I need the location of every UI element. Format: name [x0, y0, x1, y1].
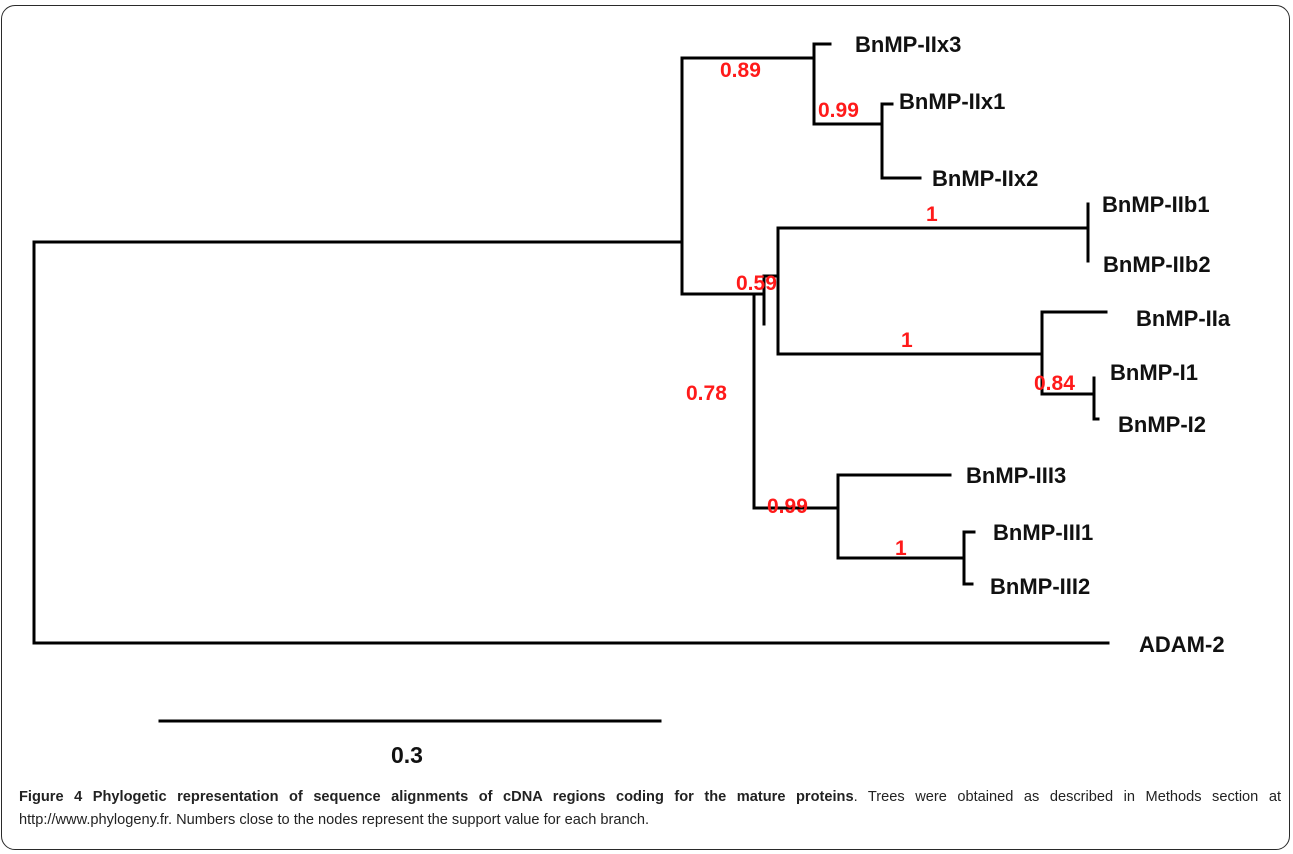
leaf-label-bnmp-i2: BnMP-I2: [1118, 412, 1206, 437]
leaf-label-bnmp-iii3: BnMP-III3: [966, 463, 1066, 488]
leaf-label-bnmp-iib2: BnMP-IIb2: [1103, 252, 1211, 277]
branch-root: [32, 240, 1110, 645]
support-value: 1: [901, 329, 913, 352]
leaf-label-bnmp-iii1: BnMP-III1: [993, 520, 1093, 545]
caption-title: Figure 4 Phylogetic representation of se…: [19, 789, 854, 805]
leaf-label-bnmp-iia: BnMP-IIa: [1136, 306, 1231, 331]
phylogenetic-tree: BnMP-IIx3 BnMP-IIx1 BnMP-IIx2 BnMP-IIb1 …: [32, 32, 1231, 768]
leaf-label-bnmp-iib1: BnMP-IIb1: [1102, 192, 1210, 217]
leaf-label-bnmp-iix3: BnMP-IIx3: [855, 32, 961, 57]
support-value: 0.99: [818, 99, 859, 122]
support-value: 0.99: [767, 495, 808, 518]
caption-body: . Trees were obtained as described in Me…: [19, 789, 1281, 828]
leaf-label-bnmp-iix2: BnMP-IIx2: [932, 166, 1038, 191]
figure-caption: Figure 4 Phylogetic representation of se…: [19, 786, 1281, 832]
tree-branches: [32, 42, 1110, 723]
support-value: 1: [895, 537, 907, 560]
support-value: 1: [926, 203, 938, 226]
support-value: 0.89: [720, 59, 761, 82]
leaf-label-bnmp-iix1: BnMP-IIx1: [899, 89, 1005, 114]
leaf-label-bnmp-i1: BnMP-I1: [1110, 360, 1198, 385]
support-values: 0.89 0.99 1 0.59 1 0.84 0.78 0.99 1: [686, 59, 1075, 560]
leaf-labels: BnMP-IIx3 BnMP-IIx1 BnMP-IIx2 BnMP-IIb1 …: [855, 32, 1231, 657]
support-value: 0.59: [736, 272, 777, 295]
scale-bar-label: 0.3: [391, 742, 423, 768]
figure-frame: BnMP-IIx3 BnMP-IIx1 BnMP-IIx2 BnMP-IIb1 …: [1, 5, 1290, 850]
leaf-label-bnmp-iii2: BnMP-III2: [990, 574, 1090, 599]
leaf-label-adam-2: ADAM-2: [1139, 632, 1225, 657]
support-value: 0.84: [1034, 372, 1075, 395]
support-value: 0.78: [686, 382, 727, 405]
